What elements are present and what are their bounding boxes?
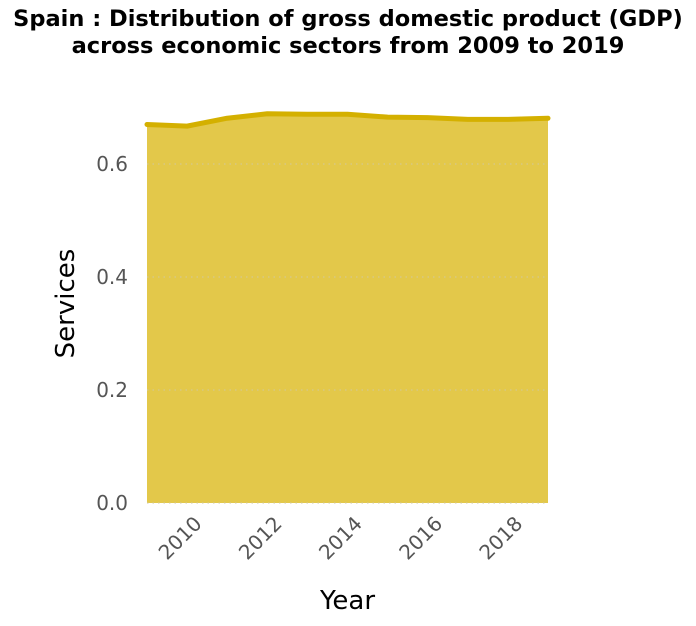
y-tick-label: 0.6 xyxy=(96,152,128,176)
series-line xyxy=(144,111,551,129)
grid-lines xyxy=(147,163,548,504)
x-tick-label: 2014 xyxy=(314,511,367,564)
chart-title: Spain : Distribution of gross domestic p… xyxy=(13,6,683,59)
y-axis-title: Services xyxy=(51,249,81,359)
x-tick-label: 2018 xyxy=(474,511,527,564)
area-fill xyxy=(147,113,548,503)
y-tick-labels: 0.0 0.2 0.4 0.6 xyxy=(96,152,128,515)
x-tick-label: 2012 xyxy=(234,511,287,564)
y-tick-label: 0.2 xyxy=(96,378,128,402)
x-axis-title: Year xyxy=(319,586,375,616)
x-tick-label: 2010 xyxy=(154,511,207,564)
x-tick-label: 2016 xyxy=(394,511,447,564)
x-tick-labels: 2010 2012 2014 2016 2018 xyxy=(154,511,528,564)
y-tick-label: 0.0 xyxy=(96,491,128,515)
y-tick-label: 0.4 xyxy=(96,265,128,289)
